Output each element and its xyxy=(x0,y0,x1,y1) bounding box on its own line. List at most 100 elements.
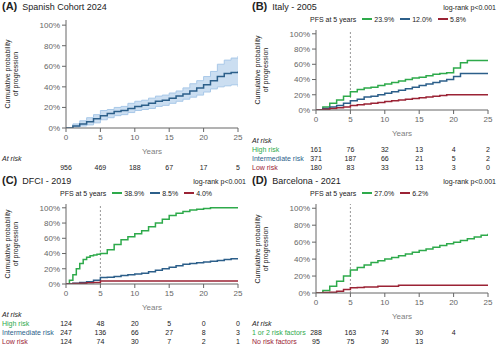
svg-text:0: 0 xyxy=(64,133,69,142)
svg-text:100%: 100% xyxy=(40,21,60,30)
svg-text:40%: 40% xyxy=(44,249,60,258)
html-text:124: 124 xyxy=(60,320,72,327)
svg-text:25: 25 xyxy=(484,298,492,307)
html-text:Intermediate risk: Intermediate risk xyxy=(252,155,304,162)
html-text:13: 13 xyxy=(415,146,424,153)
html-text:13: 13 xyxy=(415,164,424,171)
html-text:At risk: At risk xyxy=(2,155,22,162)
svg-text:20%: 20% xyxy=(44,103,60,112)
svg-text:80%: 80% xyxy=(294,221,310,230)
svg-text:0%: 0% xyxy=(298,106,310,115)
html-text:log-rank p<0.001: log-rank p<0.001 xyxy=(193,178,246,185)
html-text:log-rank p<0.001: log-rank p<0.001 xyxy=(443,4,496,11)
html-text:6.2%: 6.2% xyxy=(412,189,429,197)
html-text:66: 66 xyxy=(380,155,389,162)
svg-text:100%: 100% xyxy=(40,204,60,213)
svg-text:40%: 40% xyxy=(294,75,310,84)
html-text:Cumulative probability of prog: Cumulative probability of progression xyxy=(4,39,19,109)
html-text:23.9%: 23.9% xyxy=(374,15,395,23)
svg-text:0: 0 xyxy=(314,115,319,124)
html-text:67: 67 xyxy=(165,164,174,171)
html-text:Cumulative probability of prog: Cumulative probability of progression xyxy=(254,214,269,283)
svg-text:100%: 100% xyxy=(290,204,310,213)
svg-text:15: 15 xyxy=(415,298,424,307)
html-text:371: 371 xyxy=(310,155,322,162)
svg-text:40%: 40% xyxy=(294,255,310,264)
svg-text:25: 25 xyxy=(234,133,243,142)
svg-text:10: 10 xyxy=(380,115,389,124)
svg-text:10: 10 xyxy=(130,133,139,142)
svg-text:Years: Years xyxy=(142,147,162,154)
svg-text:20%: 20% xyxy=(44,265,60,274)
svg-text:Years: Years xyxy=(392,312,412,319)
svg-text:20: 20 xyxy=(449,298,458,307)
html-text:(C) DFCI - 2019: (C) DFCI - 2019 xyxy=(2,174,72,186)
html-text:High risk: High risk xyxy=(2,320,30,327)
svg-text:15: 15 xyxy=(415,115,424,124)
svg-text:100%: 100% xyxy=(290,30,310,39)
svg-text:20: 20 xyxy=(449,115,458,124)
svg-text:80%: 80% xyxy=(44,219,60,228)
html-text:33: 33 xyxy=(380,164,389,171)
svg-text:20%: 20% xyxy=(294,272,310,281)
svg-text:25: 25 xyxy=(484,115,492,124)
html-text:188: 188 xyxy=(129,164,141,171)
html-text:469: 469 xyxy=(94,164,107,171)
svg-text:60%: 60% xyxy=(44,62,60,71)
svg-text:15: 15 xyxy=(165,133,174,142)
svg-text:0: 0 xyxy=(314,298,319,307)
html-text:32: 32 xyxy=(380,146,389,153)
html-text:76: 76 xyxy=(346,146,355,153)
html-text:8.5%: 8.5% xyxy=(162,189,179,197)
svg-text:0%: 0% xyxy=(48,124,60,133)
html-text:PFS at 5 years: PFS at 5 years xyxy=(60,189,107,197)
html-text:180: 180 xyxy=(310,164,322,171)
svg-text:5: 5 xyxy=(348,115,353,124)
svg-text:20%: 20% xyxy=(294,91,310,100)
html-text:956: 956 xyxy=(60,164,72,171)
svg-text:10: 10 xyxy=(380,298,389,307)
html-text:At risk: At risk xyxy=(2,311,22,318)
html-text:48: 48 xyxy=(96,320,105,327)
html-text:PFS at 5 years: PFS at 5 years xyxy=(310,189,357,197)
svg-text:60%: 60% xyxy=(294,60,310,69)
svg-text:60%: 60% xyxy=(294,238,310,247)
html-text:21: 21 xyxy=(415,155,424,162)
svg-text:20: 20 xyxy=(199,133,208,142)
svg-text:15: 15 xyxy=(165,289,174,298)
html-text:High risk: High risk xyxy=(252,146,280,153)
html-text:(B) Italy - 2005: (B) Italy - 2005 xyxy=(252,0,317,12)
html-text:(A) Spanish Cohort 2024: (A) Spanish Cohort 2024 xyxy=(2,0,107,12)
html-text:161: 161 xyxy=(310,146,322,153)
html-text:(D) Barcelona - 2021: (D) Barcelona - 2021 xyxy=(252,174,341,186)
html-text:38.9%: 38.9% xyxy=(124,189,145,197)
svg-text:25: 25 xyxy=(234,289,243,298)
html-text:187: 187 xyxy=(344,155,357,162)
html-text:27.0%: 27.0% xyxy=(374,189,395,197)
svg-text:0%: 0% xyxy=(48,280,60,289)
svg-text:5: 5 xyxy=(98,289,103,298)
svg-text:5: 5 xyxy=(348,298,353,307)
svg-text:10: 10 xyxy=(130,289,139,298)
svg-text:60%: 60% xyxy=(44,234,60,243)
svg-text:0: 0 xyxy=(64,289,69,298)
svg-text:Years: Years xyxy=(142,303,162,310)
html-text:12.0%: 12.0% xyxy=(412,15,432,23)
svg-text:0%: 0% xyxy=(298,289,310,298)
html-text:83: 83 xyxy=(346,164,355,171)
html-text:PFS at 5 years: PFS at 5 years xyxy=(310,15,357,23)
svg-text:Years: Years xyxy=(392,129,412,136)
svg-text:5: 5 xyxy=(98,133,103,142)
html-text:Cumulative probability of prog: Cumulative probability of progression xyxy=(4,209,19,279)
html-text:At risk: At risk xyxy=(252,137,272,144)
html-text:Cumulative probability of prog: Cumulative probability of progression xyxy=(254,35,269,105)
svg-text:40%: 40% xyxy=(44,83,60,92)
svg-text:80%: 80% xyxy=(44,42,60,51)
html-text:5.8%: 5.8% xyxy=(450,15,466,23)
html-text:Low risk: Low risk xyxy=(252,164,278,171)
svg-text:20: 20 xyxy=(199,289,208,298)
html-text:4.0%: 4.0% xyxy=(196,189,213,197)
svg-text:80%: 80% xyxy=(294,45,310,54)
html-text:20: 20 xyxy=(130,320,139,327)
html-text:17: 17 xyxy=(199,164,208,171)
